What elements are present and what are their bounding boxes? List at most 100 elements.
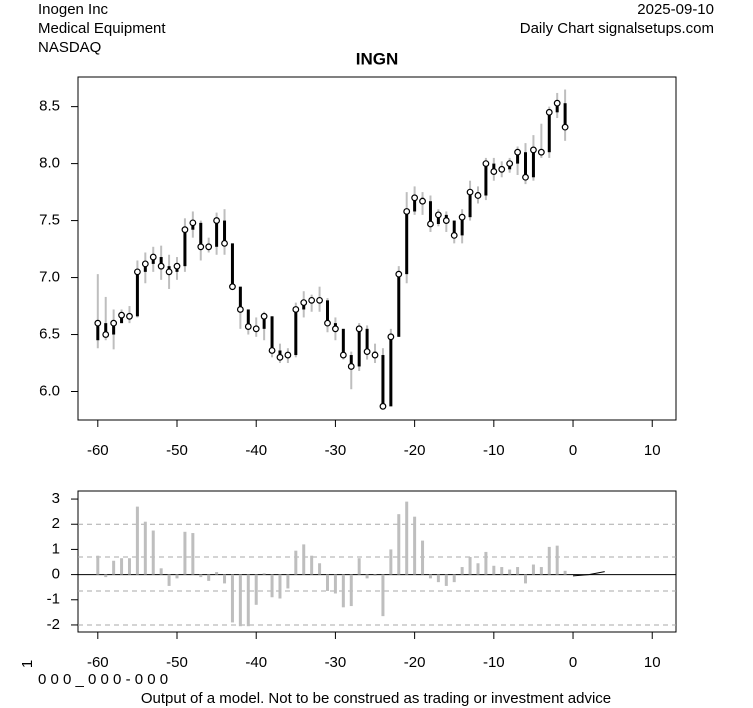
- x-tick-label: -30: [325, 654, 347, 671]
- close-marker: [252, 325, 260, 333]
- y-tick-label: 7.0: [39, 269, 60, 286]
- close-marker: [324, 319, 331, 327]
- close-marker: [308, 296, 316, 304]
- y-tick-label: 1: [52, 540, 60, 557]
- close-marker: [442, 217, 450, 224]
- plot-frame: [77, 76, 677, 421]
- close-marker: [173, 262, 181, 270]
- x-tick-label: -60: [87, 442, 109, 459]
- close-marker: [553, 99, 561, 107]
- y-tick-label: 8.5: [39, 98, 60, 115]
- y-tick-label: 0: [52, 566, 60, 583]
- close-marker: [434, 211, 442, 219]
- close-marker: [530, 146, 537, 154]
- close-marker: [427, 220, 434, 228]
- x-tick-label: 0: [569, 442, 577, 459]
- forecast-line: [572, 571, 605, 577]
- y-tick-label: -2: [47, 616, 60, 633]
- close-marker: [387, 333, 395, 341]
- close-marker: [149, 253, 157, 261]
- close-marker: [102, 331, 110, 338]
- close-marker: [411, 194, 419, 202]
- close-marker: [545, 108, 553, 116]
- close-marker: [474, 192, 482, 199]
- chart-title: INGN: [356, 49, 399, 68]
- close-marker: [94, 319, 102, 327]
- close-marker: [197, 243, 205, 251]
- exchange: NASDAQ: [38, 39, 101, 56]
- x-tick-label: -40: [245, 654, 267, 671]
- close-marker: [419, 197, 426, 205]
- close-marker: [316, 296, 323, 304]
- x-tick-label: -10: [483, 654, 505, 671]
- close-marker: [490, 168, 498, 175]
- close-marker: [292, 306, 300, 313]
- close-marker: [339, 351, 347, 359]
- close-marker: [213, 217, 221, 224]
- source: Daily Chart signalsetups.com: [520, 20, 714, 37]
- x-tick-label: -60: [87, 654, 109, 671]
- close-marker: [244, 323, 252, 330]
- close-marker: [221, 239, 228, 247]
- y-tick-label: 6.0: [39, 382, 60, 399]
- close-marker: [165, 268, 173, 276]
- close-marker: [395, 270, 403, 278]
- close-marker: [110, 319, 118, 327]
- close-marker: [561, 123, 569, 131]
- close-marker: [379, 402, 387, 410]
- close-marker: [118, 311, 125, 319]
- close-marker: [189, 219, 197, 227]
- y-tick-label: -1: [47, 591, 60, 608]
- close-marker: [141, 260, 149, 268]
- close-marker: [355, 325, 363, 333]
- close-marker: [276, 353, 284, 361]
- x-tick-label: -20: [404, 442, 426, 459]
- x-tick-label: -40: [245, 442, 267, 459]
- close-marker: [284, 351, 292, 359]
- x-tick-label: -30: [325, 442, 347, 459]
- close-marker: [482, 160, 490, 168]
- x-tick-label: 0: [569, 654, 577, 671]
- y-tick-label: 2: [52, 515, 60, 532]
- code: 0 0 0 _ 0 0 0 - 0 0 0: [38, 671, 168, 688]
- y-tick-label: 6.5: [39, 326, 60, 343]
- close-marker: [506, 160, 514, 168]
- close-marker: [181, 226, 189, 234]
- company: Inogen Inc: [38, 1, 109, 18]
- close-marker: [466, 188, 474, 196]
- close-marker: [537, 148, 545, 156]
- x-tick-label: 10: [644, 442, 661, 459]
- date: 2025-09-10: [637, 1, 714, 18]
- y-tick-label: 7.5: [39, 212, 60, 229]
- close-marker: [236, 306, 244, 313]
- close-marker: [458, 213, 466, 221]
- close-marker: [300, 299, 308, 307]
- x-tick-label: -50: [166, 654, 188, 671]
- close-marker: [371, 351, 379, 359]
- footer: Output of a model. Not to be construed a…: [141, 690, 611, 707]
- y-tick-label: 3: [52, 490, 60, 507]
- close-marker: [522, 173, 529, 181]
- close-marker: [205, 243, 213, 251]
- close-marker: [450, 231, 458, 239]
- x-tick-label: -20: [404, 654, 426, 671]
- close-marker: [498, 165, 506, 173]
- close-marker: [268, 347, 276, 354]
- close-marker: [363, 348, 371, 356]
- plot-frame: [77, 490, 677, 633]
- close-marker: [134, 268, 141, 276]
- close-marker: [260, 312, 268, 320]
- close-marker: [229, 283, 236, 291]
- x-tick-label: -50: [166, 442, 188, 459]
- y-tick-label: 8.0: [39, 155, 60, 172]
- x-tick-label: -10: [483, 442, 505, 459]
- close-marker: [514, 148, 521, 156]
- x-tick-label: 10: [644, 654, 661, 671]
- side-mark: 1: [19, 660, 36, 668]
- close-marker: [347, 363, 355, 370]
- close-marker: [157, 262, 165, 270]
- close-marker: [126, 312, 133, 320]
- sector: Medical Equipment: [38, 20, 166, 37]
